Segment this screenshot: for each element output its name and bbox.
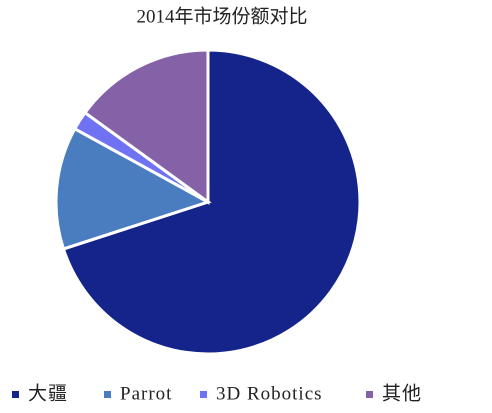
legend-label: 其他 xyxy=(382,382,422,404)
legend-label: 3D Robotics xyxy=(216,383,323,404)
pie-slice xyxy=(82,48,210,205)
legend-label: Parrot xyxy=(120,383,172,404)
pie-slice xyxy=(54,126,212,251)
legend-swatch xyxy=(104,391,111,398)
chart-title: 2014年市场份额对比 xyxy=(136,5,307,27)
legend-swatch xyxy=(200,391,207,398)
legend-swatch xyxy=(366,391,373,398)
legend-label: 大疆 xyxy=(28,382,68,404)
pie-slice xyxy=(61,48,362,356)
legend-swatch xyxy=(12,391,19,398)
